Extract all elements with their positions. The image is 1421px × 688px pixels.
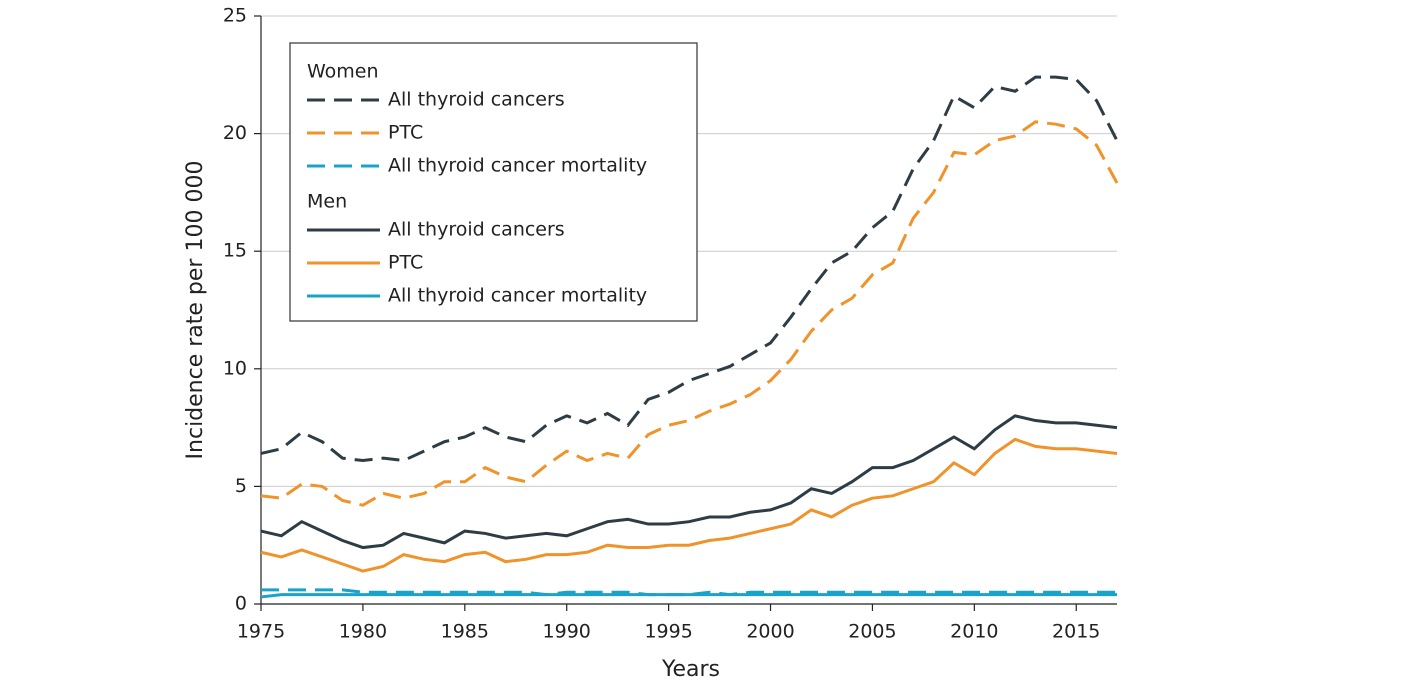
legend-label: PTC <box>388 122 423 144</box>
legend-label: PTC <box>388 252 423 274</box>
series-line <box>261 588 1117 597</box>
y-tick-label: 0 <box>235 593 247 615</box>
legend-label: All thyroid cancer mortality <box>388 285 647 307</box>
y-tick-label: 25 <box>223 5 247 27</box>
y-tick-label: 15 <box>223 240 247 262</box>
legend-group-title: Men <box>307 191 347 213</box>
x-axis-label: Years <box>661 657 720 682</box>
x-tick-label: 1985 <box>441 621 489 643</box>
x-tick-label: 2015 <box>1052 621 1100 643</box>
legend-group-title: Women <box>307 61 379 83</box>
y-tick-label: 5 <box>235 475 247 497</box>
legend-box <box>289 42 698 322</box>
x-tick-label: 1975 <box>237 621 285 643</box>
legend-label: All thyroid cancer mortality <box>388 155 647 177</box>
y-tick-label: 10 <box>223 357 247 379</box>
x-tick-label: 2000 <box>746 621 794 643</box>
y-tick-label: 20 <box>223 122 247 144</box>
x-tick-label: 2010 <box>950 621 998 643</box>
y-axis-label: Incidence rate per 100 000 <box>183 161 208 460</box>
series-line <box>260 437 1118 573</box>
x-tick-label: 1995 <box>644 621 692 643</box>
x-tick-label: 1990 <box>543 621 591 643</box>
series-line <box>260 593 1117 599</box>
series-line <box>260 414 1118 550</box>
legend-label: All thyroid cancers <box>388 219 565 241</box>
legend-label: All thyroid cancers <box>388 89 565 111</box>
x-tick-label: 1980 <box>339 621 387 643</box>
x-tick-label: 2005 <box>848 621 896 643</box>
